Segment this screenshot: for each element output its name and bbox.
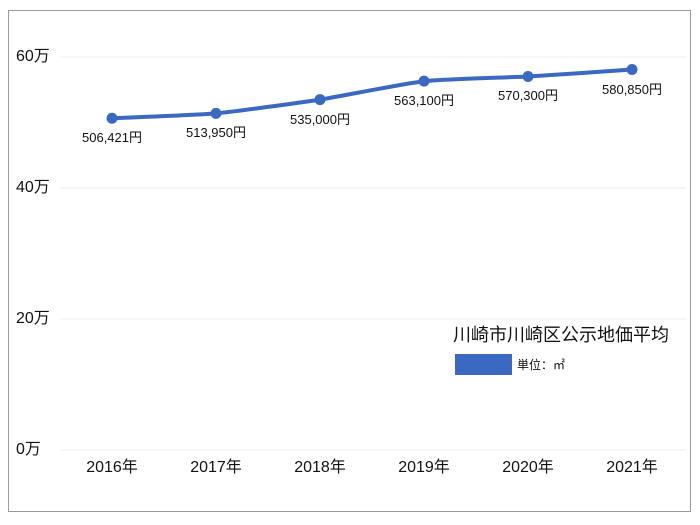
data-point-label: 513,950円 <box>186 125 246 141</box>
legend-row: 単位：㎡ <box>455 353 565 375</box>
x-axis-tick: 2021年 <box>606 459 658 476</box>
data-point-label: 535,000円 <box>290 111 350 127</box>
x-axis-tick: 2020年 <box>502 459 554 476</box>
x-axis-tick: 2016年 <box>86 459 138 476</box>
gridlines <box>60 56 686 451</box>
data-point-label: 563,100円 <box>394 93 454 109</box>
y-axis-tick: 0万 <box>16 441 41 458</box>
legend-swatch <box>455 353 512 375</box>
legend-unit-label: 単位：㎡ <box>517 357 566 372</box>
price-line <box>110 67 634 121</box>
data-point-label: 570,300円 <box>498 88 558 104</box>
data-point-label: 506,421円 <box>82 130 142 146</box>
data-points <box>106 64 638 124</box>
x-axis-tick: 2018年 <box>294 459 346 476</box>
data-point <box>314 94 326 106</box>
legend-title: 川崎市川崎区公示地価平均 <box>453 325 669 345</box>
y-axis-tick: 60万 <box>16 48 50 65</box>
y-axis-tick: 20万 <box>16 310 50 327</box>
data-point <box>210 107 222 119</box>
y-axis-tick: 40万 <box>16 179 50 196</box>
x-axis-tick: 2019年 <box>398 459 450 476</box>
data-point-label: 580,850円 <box>602 81 662 97</box>
data-point <box>626 64 638 76</box>
data-point <box>106 112 118 124</box>
data-point <box>418 75 430 87</box>
x-axis-tick: 2017年 <box>190 459 242 476</box>
data-point <box>522 70 534 82</box>
